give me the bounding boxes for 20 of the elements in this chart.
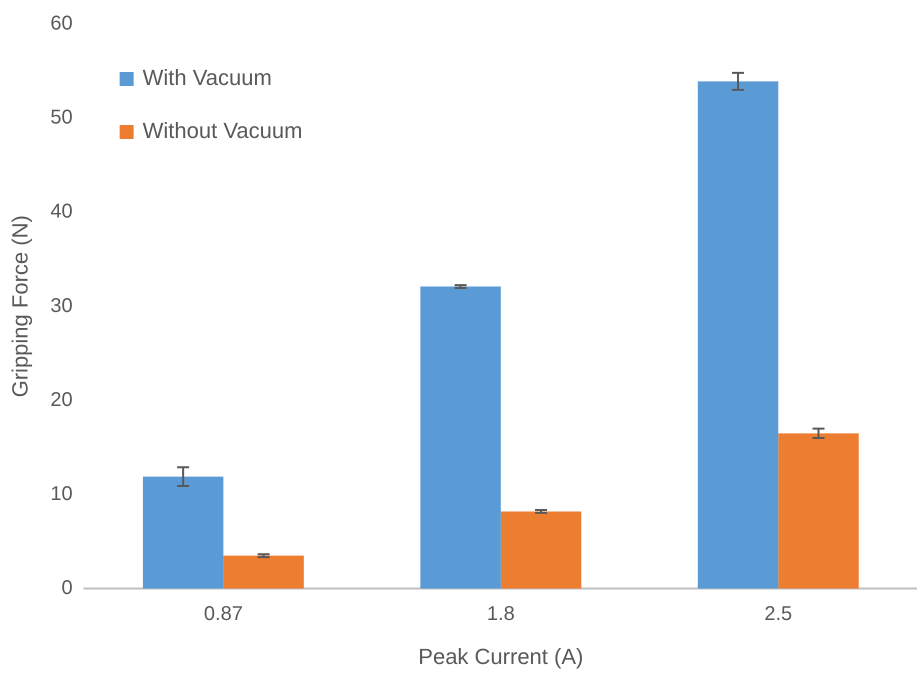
legend-label: Without Vacuum [142,118,302,144]
y-tick-label: 50 [50,106,73,129]
x-axis-title: Peak Current (A) [418,644,584,669]
y-tick-label: 30 [50,294,73,317]
bar [223,556,304,589]
legend-label: With Vacuum [142,65,272,90]
y-tick-label: 0 [62,577,73,600]
x-tick-label: 0.87 [204,603,243,626]
bar [778,433,859,589]
bar [698,81,778,589]
y-axis-title: Gripping Force (N) [7,215,32,398]
bar [420,286,501,589]
y-tick-label: 20 [50,388,73,411]
bar [500,511,582,589]
bar [142,476,224,589]
x-tick-label: 1.8 [486,603,515,626]
y-tick-label: 10 [50,483,73,506]
y-tick-label: 60 [50,12,73,35]
y-tick-label: 40 [50,200,73,223]
x-tick-label: 2.5 [764,603,792,626]
